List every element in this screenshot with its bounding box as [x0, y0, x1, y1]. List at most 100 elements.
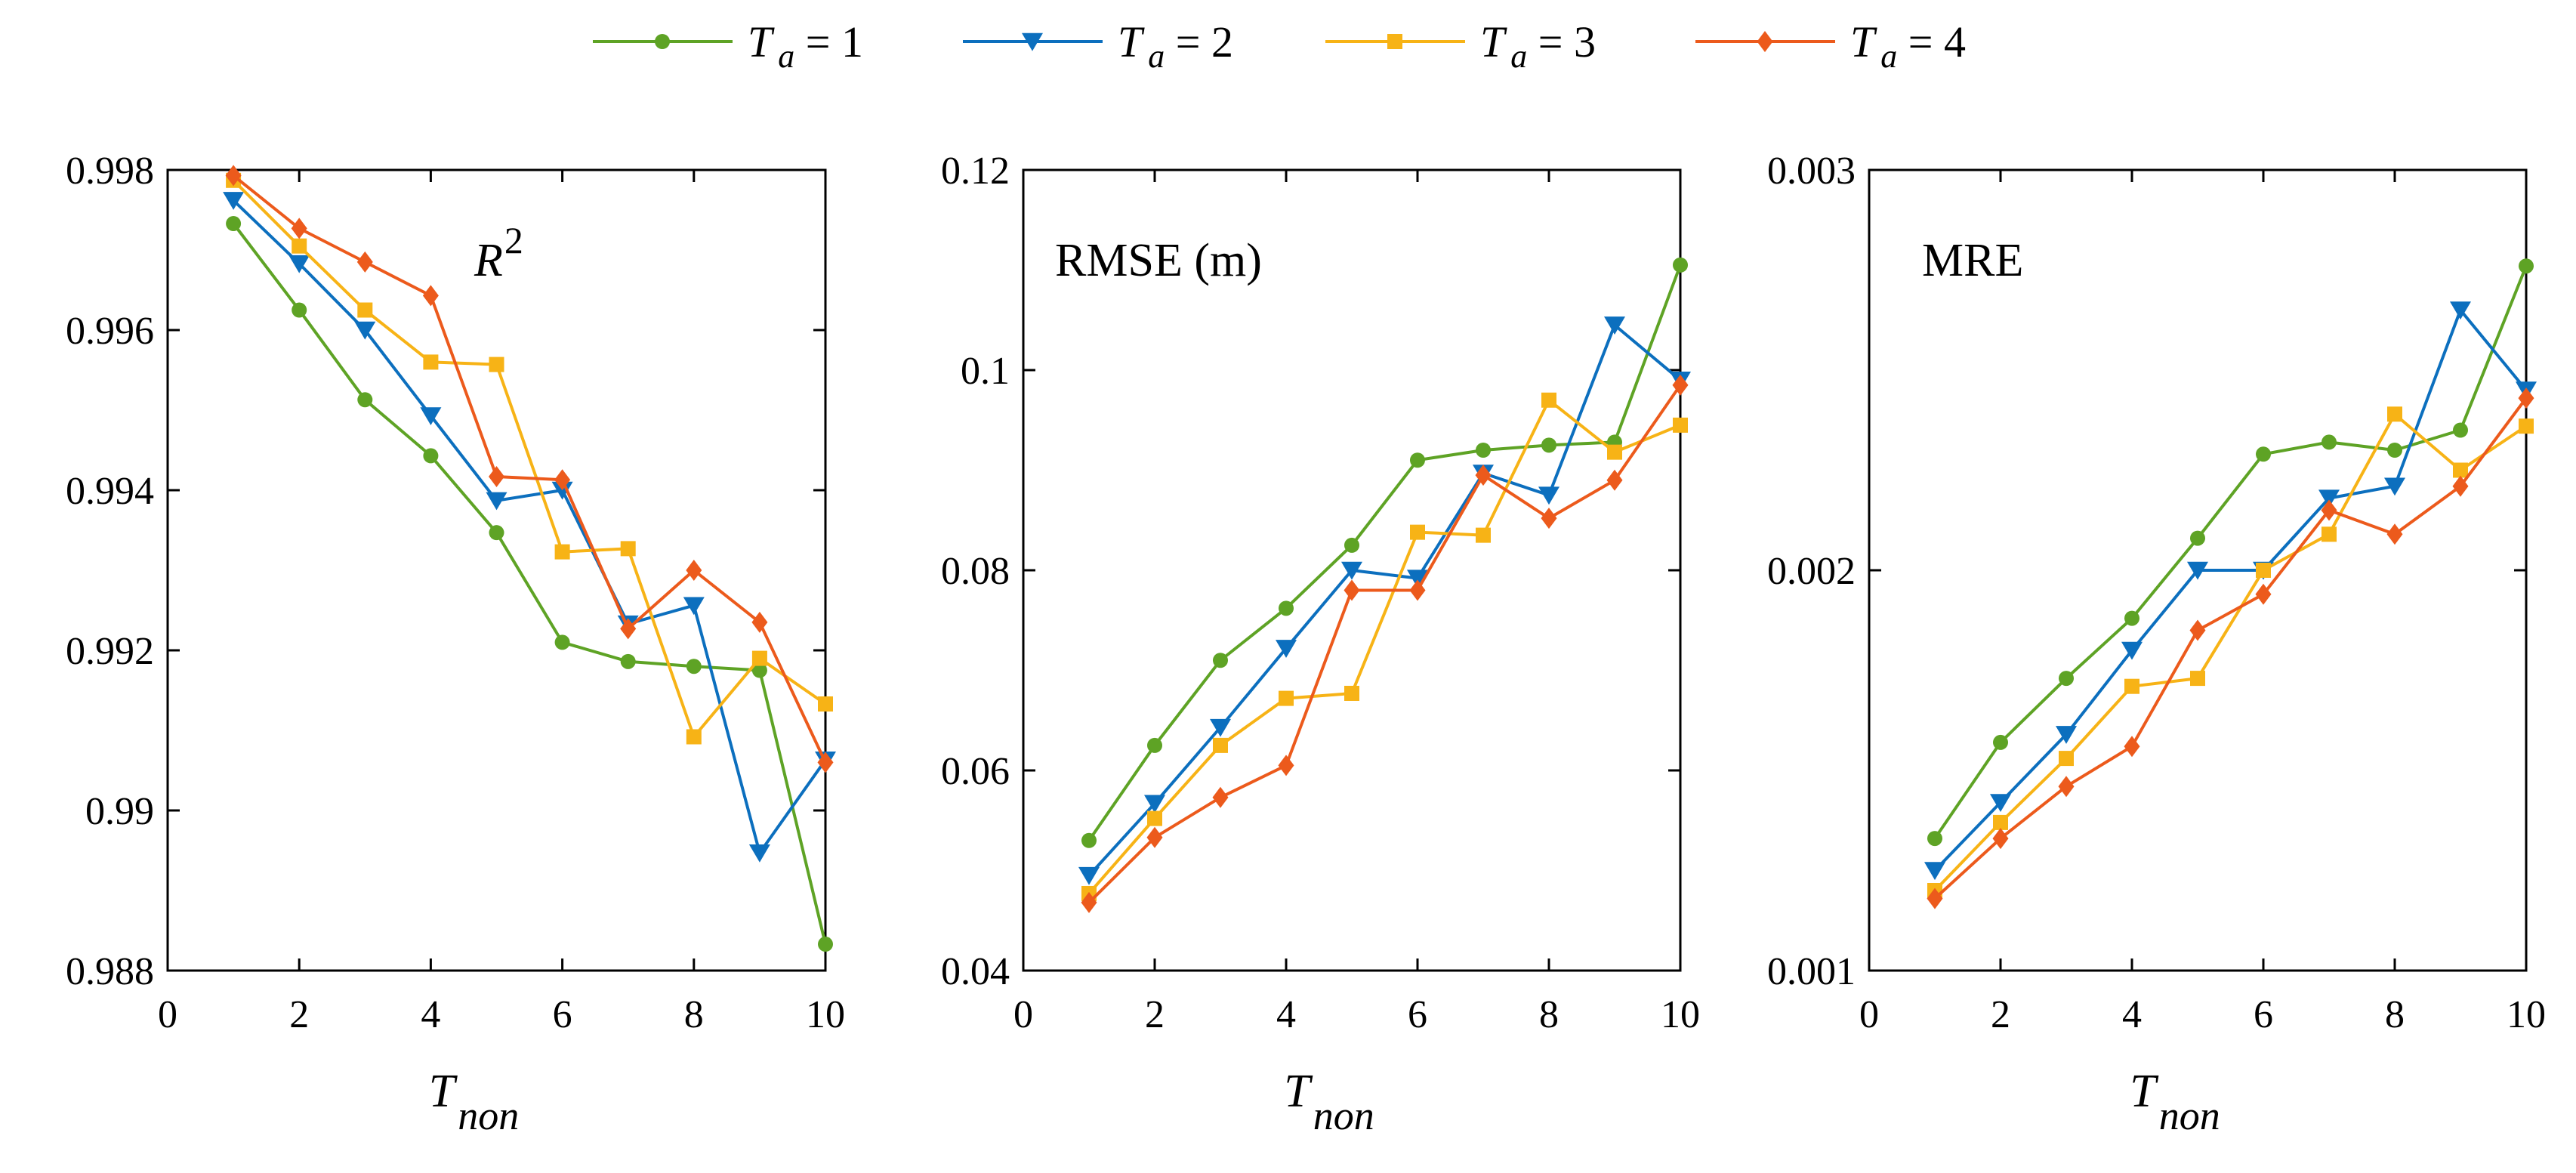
- series-line: [1933, 308, 2528, 872]
- series: [1927, 406, 2534, 898]
- data-point: [1344, 537, 1359, 553]
- data-point: [686, 729, 702, 745]
- y-tick-label: 0.001: [1767, 950, 1856, 993]
- series: [226, 172, 833, 745]
- series: [1924, 301, 2537, 881]
- legend-marker: [1757, 31, 1773, 52]
- y-tick-label: 0.996: [66, 310, 154, 353]
- series-line: [232, 174, 827, 764]
- series-line: [1933, 397, 2528, 900]
- data-point: [292, 302, 307, 318]
- legend-marker: [655, 34, 670, 49]
- data-point: [1673, 257, 1688, 273]
- data-point: [2189, 619, 2206, 641]
- data-point: [1606, 469, 1623, 491]
- data-point: [2519, 418, 2534, 434]
- y-tick-label: 0.003: [1767, 150, 1856, 193]
- data-point: [422, 285, 439, 307]
- chart-panel: 0 2 4 6 8 10 0.001 0.002 0.003 Tnon MRE: [1767, 150, 2546, 1138]
- data-point: [2387, 443, 2402, 458]
- series: [1081, 392, 1688, 901]
- data-point: [2318, 489, 2340, 508]
- data-point: [751, 611, 768, 633]
- data-point: [2453, 462, 2468, 478]
- data-point: [2453, 422, 2468, 438]
- x-tick-label: 2: [1145, 993, 1165, 1036]
- data-point: [554, 544, 570, 560]
- series-line: [1087, 384, 1682, 904]
- data-point: [1081, 832, 1097, 848]
- x-axis-title: Tnon: [1284, 1066, 1374, 1138]
- data-point: [1672, 374, 1689, 396]
- data-point: [1993, 814, 2008, 830]
- data-point: [1344, 579, 1360, 601]
- y-tick-label: 0.1: [961, 350, 1010, 393]
- data-point: [1541, 392, 1556, 408]
- data-point: [554, 634, 570, 650]
- data-point: [2256, 563, 2271, 578]
- data-point: [817, 752, 834, 773]
- y-tick-label: 0.998: [66, 150, 154, 193]
- x-tick-label: 6: [553, 993, 572, 1036]
- data-point: [620, 541, 636, 557]
- x-tick-label: 0: [158, 993, 177, 1036]
- x-tick-label: 2: [1991, 993, 2010, 1036]
- x-tick-label: 8: [1539, 993, 1559, 1036]
- data-point: [1081, 891, 1097, 913]
- data-point: [1078, 866, 1100, 885]
- data-point: [1279, 600, 1294, 616]
- y-tick-label: 0.12: [941, 150, 1010, 193]
- x-tick-label: 10: [2507, 993, 2546, 1036]
- x-tick-label: 6: [2254, 993, 2273, 1036]
- series-line: [1933, 412, 2528, 892]
- data-point: [1407, 570, 1428, 588]
- data-point: [751, 650, 767, 666]
- data-point: [620, 653, 636, 669]
- data-point: [2124, 610, 2139, 626]
- data-point: [751, 662, 767, 678]
- data-point: [2124, 678, 2139, 694]
- data-point: [554, 469, 571, 491]
- y-tick-label: 0.08: [941, 550, 1010, 593]
- data-point: [288, 255, 310, 273]
- data-point: [423, 354, 439, 370]
- data-point: [2056, 726, 2077, 744]
- data-point: [2384, 477, 2405, 496]
- y-tick-label: 0.988: [66, 950, 154, 993]
- data-point: [1476, 527, 1491, 543]
- data-point: [620, 618, 637, 640]
- data-point: [2519, 258, 2534, 274]
- series-line: [1087, 323, 1682, 877]
- x-tick-label: 10: [1661, 993, 1700, 1036]
- data-point: [2518, 387, 2534, 409]
- x-tick-label: 10: [806, 993, 845, 1036]
- series-line: [232, 179, 827, 739]
- data-point: [420, 407, 442, 426]
- data-point: [2190, 671, 2205, 687]
- data-point: [1144, 795, 1165, 813]
- data-point: [2187, 561, 2208, 580]
- data-point: [1538, 486, 1559, 505]
- data-point: [2387, 406, 2402, 422]
- data-point: [292, 238, 307, 254]
- data-point: [489, 465, 504, 487]
- data-point: [486, 492, 507, 511]
- y-tick-label: 0.002: [1767, 550, 1856, 593]
- data-point: [2386, 523, 2403, 545]
- x-tick-label: 6: [1408, 993, 1427, 1036]
- data-point: [2121, 641, 2143, 660]
- x-tick-label: 0: [1859, 993, 1879, 1036]
- data-point: [1927, 887, 1943, 909]
- data-point: [357, 392, 373, 408]
- series: [1927, 387, 2534, 909]
- data-point: [1410, 452, 1425, 468]
- data-point: [2256, 446, 2271, 462]
- data-point: [489, 357, 504, 372]
- y-tick-label: 0.992: [66, 630, 154, 673]
- data-point: [1673, 417, 1688, 433]
